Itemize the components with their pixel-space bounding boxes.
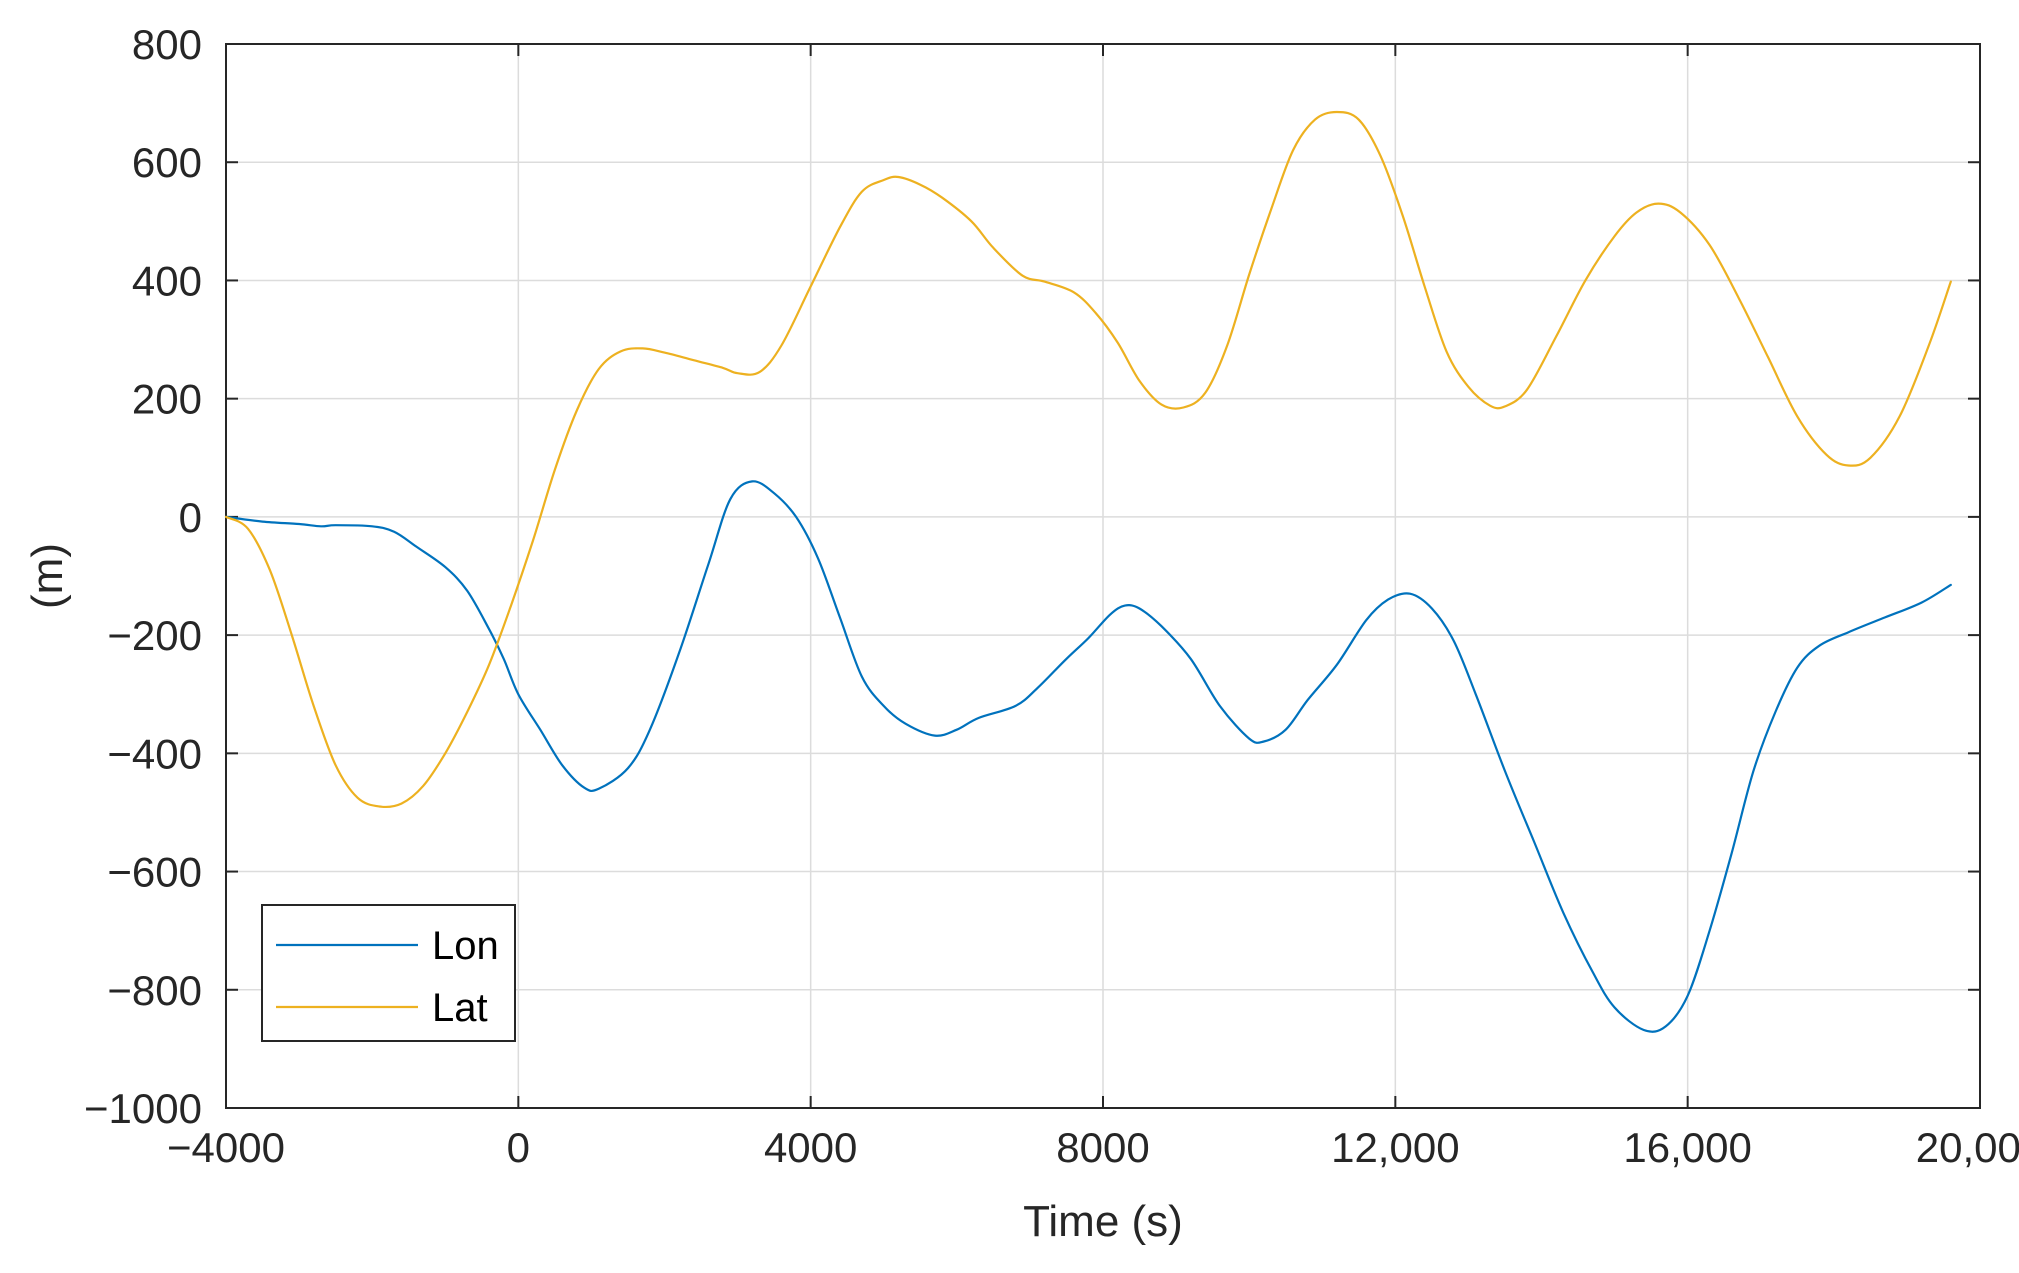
legend-label-lat: Lat [432,986,488,1030]
tick-marks [225,43,1981,1109]
y-axis-tick-labels: 800 600 400 200 0 −200 −400 −600 −800 −1000 [84,21,202,1132]
series-lines [224,110,1952,1033]
grid-lines [226,44,1980,1108]
y-tick-label: −200 [107,612,202,659]
x-tick-label: −4000 [167,1124,285,1171]
x-tick-label: 20,000 [1916,1124,2019,1171]
series-line-lat [224,110,1952,809]
y-tick-label: −800 [107,967,202,1014]
legend-label-lon: Lon [432,924,499,968]
y-tick-label: −400 [107,730,202,777]
x-tick-label: 8000 [1056,1124,1149,1171]
y-tick-label: 400 [132,257,202,304]
y-tick-label: 600 [132,139,202,186]
y-tick-label: −600 [107,849,202,896]
y-tick-label: 800 [132,21,202,68]
legend-box [261,904,516,1042]
x-tick-label: 0 [507,1124,530,1171]
y-tick-label: 0 [179,494,202,541]
x-axis-tick-labels: −4000 0 4000 8000 12,000 16,000 20,000 [167,1124,2019,1171]
y-axis-title: (m) [23,543,72,609]
x-tick-label: 12,000 [1331,1124,1459,1171]
x-tick-label: 4000 [764,1124,857,1171]
x-tick-label: 16,000 [1623,1124,1751,1171]
y-tick-label: 200 [132,376,202,423]
x-axis-title: Time (s) [1023,1197,1183,1246]
series-line-lon [224,480,1952,1033]
legend: Lon Lat [261,904,516,1042]
y-tick-label: −1000 [84,1085,202,1132]
